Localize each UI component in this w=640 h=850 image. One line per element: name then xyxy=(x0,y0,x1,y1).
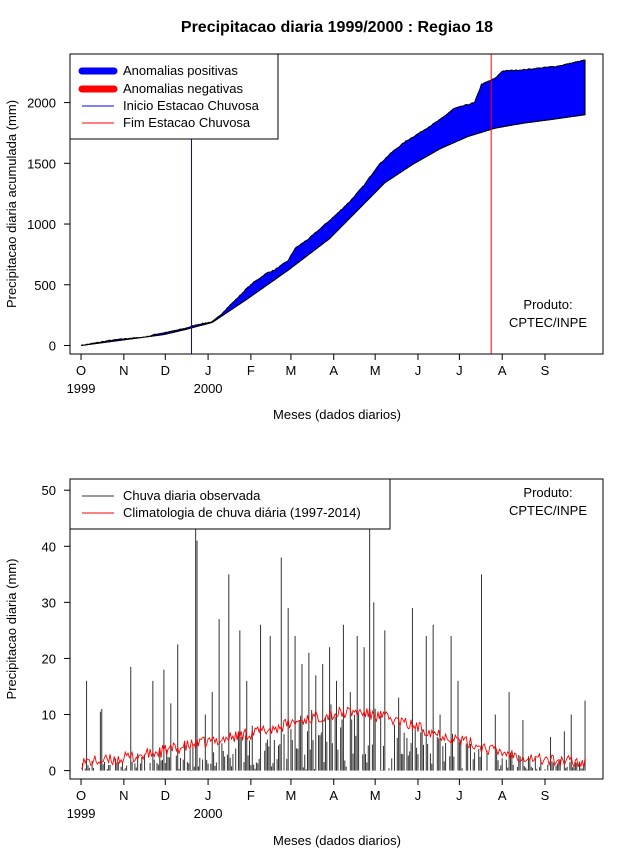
x-axis-label: Meses (dados diarios) xyxy=(273,833,401,848)
climatology-daily-polyline xyxy=(80,706,586,770)
x-tick-label: A xyxy=(498,363,507,378)
x-tick-label: A xyxy=(498,788,507,803)
legend-label-fim: Fim Estacao Chuvosa xyxy=(123,115,251,130)
y-tick-label: 0 xyxy=(49,338,56,353)
y-tick-label: 0 xyxy=(49,764,56,779)
x-axis: O N D J F M A M J J A S 1999 2000 xyxy=(67,353,550,396)
positive-anomaly-area xyxy=(80,59,586,346)
accumulated-precip-plot: 0 500 1000 1500 2000 O N D J F M A M J J A S 1999 2000 xyxy=(27,53,604,396)
y-axis: 0 10 20 30 40 50 xyxy=(42,483,71,779)
x-year-label: 1999 xyxy=(67,806,96,821)
x-tick-label: N xyxy=(119,363,128,378)
y-tick-label: 10 xyxy=(42,708,56,723)
x-year-label: 2000 xyxy=(194,381,223,396)
y-tick-label: 40 xyxy=(42,539,56,554)
annotation-cptec: CPTEC/INPE xyxy=(509,503,587,518)
x-tick-label: O xyxy=(76,363,86,378)
x-tick-label: A xyxy=(329,363,338,378)
x-axis-label: Meses (dados diarios) xyxy=(273,407,401,422)
x-year-label: 1999 xyxy=(67,381,96,396)
x-tick-label: D xyxy=(161,363,170,378)
legend-box xyxy=(69,478,391,530)
x-tick-label: N xyxy=(119,788,128,803)
x-tick-label: F xyxy=(247,363,255,378)
legend-label-positive: Anomalias positivas xyxy=(123,63,238,78)
x-tick-label: M xyxy=(370,363,381,378)
daily-precip-plot: 0 10 20 30 40 50 O N D J F M A M J J A S 1999 2000 xyxy=(42,478,604,821)
x-tick-label: S xyxy=(541,788,550,803)
y-axis: 0 500 1000 1500 2000 xyxy=(27,96,71,353)
x-tick-label: J xyxy=(205,788,212,803)
climatology-daily-line xyxy=(80,706,586,770)
legend-label-negative: Anomalias negativas xyxy=(123,81,243,96)
x-tick-label: M xyxy=(286,363,297,378)
y-tick-label: 20 xyxy=(42,651,56,666)
legend-label-observed: Chuva diaria observada xyxy=(123,488,261,503)
x-tick-label: D xyxy=(161,788,170,803)
y-axis-label: Precipitacao diaria acumulada (mm) xyxy=(4,100,19,308)
x-tick-label: J xyxy=(456,788,463,803)
x-tick-label: J xyxy=(456,363,463,378)
x-tick-label: J xyxy=(415,788,422,803)
observed-daily-bars xyxy=(81,523,586,771)
y-tick-label: 30 xyxy=(42,595,56,610)
x-axis: O N D J F M A M J J A S 1999 2000 xyxy=(67,778,550,821)
x-tick-label: M xyxy=(286,788,297,803)
annotation-produto: Produto: xyxy=(523,297,572,312)
x-tick-label: M xyxy=(370,788,381,803)
y-axis-label: Precipitacao diaria (mm) xyxy=(4,559,19,700)
x-tick-label: A xyxy=(329,788,338,803)
y-tick-label: 2000 xyxy=(27,96,56,111)
legend: Anomalias positivas Anomalias negativas … xyxy=(69,53,279,140)
y-tick-label: 500 xyxy=(34,278,56,293)
annotation-produto: Produto: xyxy=(523,485,572,500)
x-tick-label: O xyxy=(76,788,86,803)
x-tick-label: J xyxy=(205,363,212,378)
legend-label-climatology: Climatologia de chuva diária (1997-2014) xyxy=(123,505,361,520)
x-year-label: 2000 xyxy=(194,806,223,821)
y-tick-label: 50 xyxy=(42,483,56,498)
positive-anomaly-polygon xyxy=(80,59,586,346)
chart-title: Precipitacao diaria 1999/2000 : Regiao 1… xyxy=(181,19,493,36)
annotation-cptec: CPTEC/INPE xyxy=(509,315,587,330)
x-tick-label: F xyxy=(247,788,255,803)
y-tick-label: 1000 xyxy=(27,217,56,232)
legend: Chuva diaria observada Climatologia de c… xyxy=(69,478,391,530)
x-tick-label: S xyxy=(541,363,550,378)
x-tick-label: J xyxy=(415,363,422,378)
legend-label-inicio: Inicio Estacao Chuvosa xyxy=(123,98,260,113)
y-tick-label: 1500 xyxy=(27,156,56,171)
